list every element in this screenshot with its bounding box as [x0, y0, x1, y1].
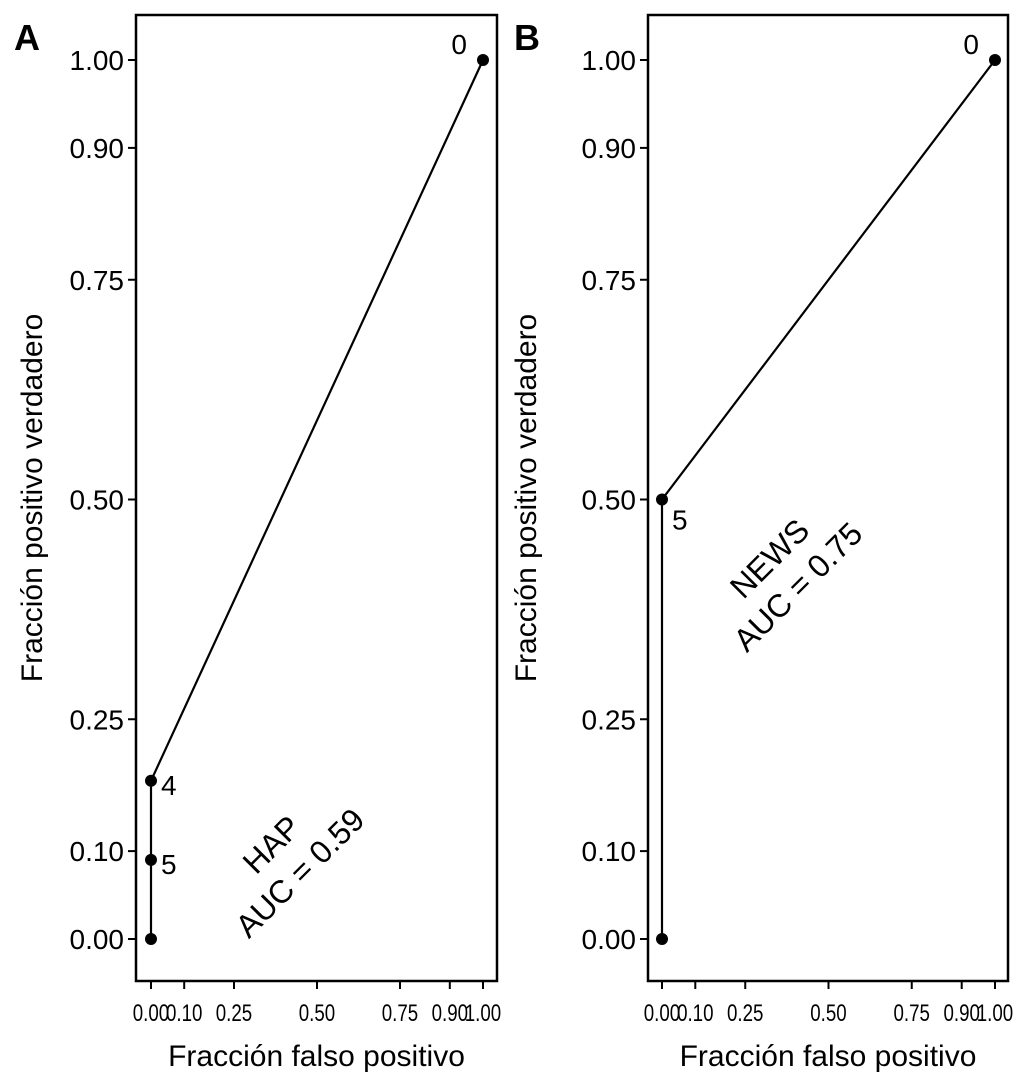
y-tick-label: 0.10 [70, 836, 125, 867]
point-label: 4 [161, 770, 177, 801]
x-axis-label: Fracción falso positivo [680, 1040, 977, 1073]
point-label: 5 [161, 849, 177, 880]
y-tick-label: 0.25 [70, 704, 125, 735]
roc-point [477, 54, 489, 66]
panel-a: A0.000.100.250.500.750.901.000.000.10 0.2… [14, 13, 501, 1073]
x-tick-label: 0.25 [216, 1000, 252, 1027]
point-label: 0 [963, 29, 979, 60]
x-tick-label: 1.00 [977, 1000, 1013, 1027]
x-tick-label: 0.90 [943, 1000, 979, 1027]
point-label: 0 [451, 29, 467, 60]
x-tick-label: 0.50 [810, 1000, 846, 1027]
auc-value: AUC = 0.59 [228, 801, 371, 944]
x-axis-label: Fracción falso positivo [168, 1040, 465, 1073]
y-tick-label: 0.75 [70, 265, 125, 296]
auc-annotation: HAPAUC = 0.59 [200, 773, 371, 944]
panel-b: B0.000.100.250.500.750.901.000.000.10 0.2… [510, 13, 1013, 1073]
y-tick-label: 0.00 [582, 924, 637, 955]
x-tick-label: 0.25 [727, 1000, 763, 1027]
roc-line [660, 59, 996, 939]
x-tick-label: 0.75 [382, 1000, 418, 1027]
point-label: 5 [672, 505, 688, 536]
plot-border [646, 13, 1010, 983]
roc-line [149, 59, 484, 939]
y-axis-label: Fracción positivo verdadero [16, 314, 49, 683]
y-tick-label: 0.90 [582, 133, 637, 164]
roc-point [989, 54, 1001, 66]
y-tick-label: 0.50 [582, 485, 637, 516]
y-tick-label: 0.50 [70, 485, 125, 516]
panel-label: A [14, 17, 40, 58]
x-tick-label: 0.00 [644, 1000, 680, 1027]
y-tick-label: 1.00 [582, 45, 637, 76]
roc-point [656, 493, 668, 506]
roc-point [145, 853, 157, 866]
roc-point [145, 774, 157, 787]
auc-annotation: NEWSAUC = 0.75 [698, 487, 869, 658]
x-tick-label: 0.50 [299, 1000, 335, 1027]
y-tick-label: 0.90 [70, 133, 125, 164]
panel-label: B [514, 17, 540, 58]
roc-point [145, 933, 157, 945]
y-axis-label: Fracción positivo verdadero [510, 314, 543, 683]
y-tick-label: 0.25 [582, 704, 637, 735]
x-tick-label: 0.00 [133, 1000, 169, 1027]
y-tick-label: 1.00 [70, 45, 125, 76]
roc-point [656, 933, 668, 945]
x-tick-label: 0.75 [894, 1000, 930, 1027]
x-tick-label: 0.90 [432, 1000, 468, 1027]
y-tick-label: 0.00 [70, 924, 125, 955]
y-tick-label: 0.75 [582, 265, 637, 296]
x-tick-label: 0.10 [677, 1000, 713, 1027]
x-tick-label: 0.10 [166, 1000, 202, 1027]
y-tick-label: 0.10 [582, 836, 637, 867]
x-tick-label: 1.00 [465, 1000, 501, 1027]
